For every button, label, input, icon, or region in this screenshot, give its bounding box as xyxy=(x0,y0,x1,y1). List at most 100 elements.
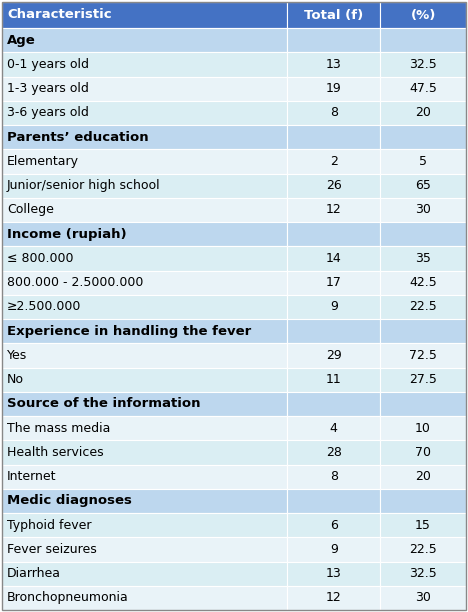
Bar xyxy=(380,149,466,173)
Text: (%): (%) xyxy=(410,9,436,21)
Bar xyxy=(380,392,466,416)
Text: 47.5: 47.5 xyxy=(409,82,437,95)
Bar xyxy=(380,537,466,561)
Text: 13: 13 xyxy=(326,58,342,71)
Bar xyxy=(2,52,287,76)
Bar xyxy=(380,76,466,101)
Text: Yes: Yes xyxy=(7,349,27,362)
Bar xyxy=(2,28,287,52)
Bar xyxy=(2,76,287,101)
Bar xyxy=(2,392,287,416)
Bar xyxy=(287,392,380,416)
Bar xyxy=(380,125,466,149)
Text: Fever seizures: Fever seizures xyxy=(7,543,97,556)
Text: 11: 11 xyxy=(326,373,342,386)
Text: 2: 2 xyxy=(330,155,338,168)
Bar xyxy=(287,28,380,52)
Text: 22.5: 22.5 xyxy=(409,300,437,313)
Text: 9: 9 xyxy=(330,543,338,556)
Bar xyxy=(2,295,287,319)
Text: 3-6 years old: 3-6 years old xyxy=(7,106,89,119)
Bar xyxy=(2,343,287,367)
Text: 22.5: 22.5 xyxy=(409,543,437,556)
Bar xyxy=(2,489,287,513)
Bar xyxy=(2,222,287,246)
Bar xyxy=(287,513,380,537)
Text: Total (f): Total (f) xyxy=(304,9,363,21)
Bar xyxy=(380,198,466,222)
Bar xyxy=(287,2,380,28)
Bar xyxy=(380,319,466,343)
Text: 0-1 years old: 0-1 years old xyxy=(7,58,89,71)
Text: Bronchopneumonia: Bronchopneumonia xyxy=(7,591,129,605)
Text: 30: 30 xyxy=(415,591,431,605)
Bar xyxy=(380,416,466,440)
Bar xyxy=(2,440,287,465)
Bar xyxy=(2,537,287,561)
Text: 5: 5 xyxy=(419,155,427,168)
Text: Age: Age xyxy=(7,34,36,47)
Text: College: College xyxy=(7,203,54,217)
Bar xyxy=(380,295,466,319)
Bar xyxy=(287,319,380,343)
Bar xyxy=(287,52,380,76)
Text: Health services: Health services xyxy=(7,446,103,459)
Bar xyxy=(380,222,466,246)
Text: 10: 10 xyxy=(415,422,431,435)
Text: 70: 70 xyxy=(415,446,431,459)
Bar xyxy=(2,416,287,440)
Bar xyxy=(287,198,380,222)
Bar xyxy=(287,489,380,513)
Text: 28: 28 xyxy=(326,446,342,459)
Text: 12: 12 xyxy=(326,203,342,217)
Bar xyxy=(2,586,287,610)
Text: 4: 4 xyxy=(330,422,338,435)
Bar xyxy=(287,561,380,586)
Text: Elementary: Elementary xyxy=(7,155,79,168)
Bar xyxy=(287,101,380,125)
Bar xyxy=(287,367,380,392)
Bar xyxy=(380,440,466,465)
Bar xyxy=(287,149,380,173)
Text: 30: 30 xyxy=(415,203,431,217)
Bar xyxy=(287,343,380,367)
Bar xyxy=(287,271,380,295)
Text: Experience in handling the fever: Experience in handling the fever xyxy=(7,324,251,338)
Bar xyxy=(2,367,287,392)
Bar xyxy=(287,537,380,561)
Bar xyxy=(380,2,466,28)
Bar xyxy=(287,173,380,198)
Bar xyxy=(287,76,380,101)
Bar xyxy=(380,465,466,489)
Bar xyxy=(380,246,466,271)
Text: Characteristic: Characteristic xyxy=(7,9,112,21)
Bar xyxy=(2,246,287,271)
Text: 6: 6 xyxy=(330,518,338,532)
Bar xyxy=(380,271,466,295)
Bar xyxy=(380,367,466,392)
Bar xyxy=(380,561,466,586)
Bar xyxy=(380,489,466,513)
Text: 20: 20 xyxy=(415,470,431,483)
Text: The mass media: The mass media xyxy=(7,422,110,435)
Text: Source of the information: Source of the information xyxy=(7,397,200,411)
Text: 65: 65 xyxy=(415,179,431,192)
Text: 42.5: 42.5 xyxy=(409,276,437,289)
Bar xyxy=(2,465,287,489)
Text: 15: 15 xyxy=(415,518,431,532)
Text: 32.5: 32.5 xyxy=(409,567,437,580)
Bar xyxy=(2,101,287,125)
Text: Diarrhea: Diarrhea xyxy=(7,567,61,580)
Bar xyxy=(2,173,287,198)
Text: 26: 26 xyxy=(326,179,342,192)
Bar xyxy=(380,173,466,198)
Bar xyxy=(380,52,466,76)
Bar xyxy=(287,416,380,440)
Bar xyxy=(2,125,287,149)
Text: 12: 12 xyxy=(326,591,342,605)
Bar xyxy=(2,2,287,28)
Text: Internet: Internet xyxy=(7,470,57,483)
Text: 20: 20 xyxy=(415,106,431,119)
Text: 29: 29 xyxy=(326,349,342,362)
Bar xyxy=(287,586,380,610)
